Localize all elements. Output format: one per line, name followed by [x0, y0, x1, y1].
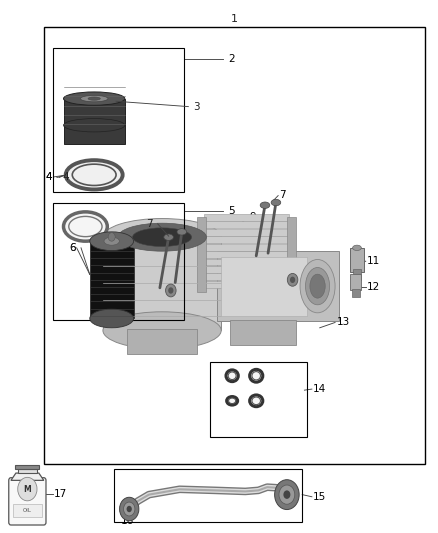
Bar — [18, 469, 37, 473]
Ellipse shape — [260, 202, 270, 208]
Circle shape — [120, 497, 139, 521]
Ellipse shape — [90, 309, 134, 328]
Circle shape — [108, 232, 115, 241]
Text: 4: 4 — [62, 173, 69, 182]
Bar — [204, 259, 289, 265]
Circle shape — [287, 273, 298, 286]
Text: 3: 3 — [194, 102, 200, 111]
Bar — [230, 319, 296, 345]
Bar — [114, 469, 302, 522]
Circle shape — [124, 502, 135, 516]
Ellipse shape — [300, 260, 335, 313]
Bar — [13, 504, 42, 517]
Bar — [103, 237, 221, 330]
Ellipse shape — [250, 395, 263, 407]
Polygon shape — [11, 473, 44, 480]
Ellipse shape — [66, 160, 123, 189]
Text: OIL: OIL — [23, 508, 32, 513]
Ellipse shape — [132, 228, 192, 247]
Bar — [350, 274, 361, 290]
Bar — [44, 27, 425, 464]
Text: 2: 2 — [228, 54, 234, 63]
Ellipse shape — [164, 234, 173, 240]
Ellipse shape — [81, 95, 108, 102]
Text: 11: 11 — [367, 256, 380, 266]
Ellipse shape — [64, 118, 125, 132]
Bar — [53, 203, 184, 320]
Ellipse shape — [177, 229, 187, 235]
Ellipse shape — [90, 232, 134, 251]
Text: 7: 7 — [279, 190, 286, 199]
Circle shape — [18, 478, 37, 501]
Ellipse shape — [305, 268, 330, 305]
Text: 14: 14 — [313, 384, 326, 394]
Bar — [204, 273, 289, 280]
Text: 7: 7 — [146, 219, 152, 229]
Bar — [350, 248, 364, 272]
Circle shape — [166, 284, 176, 297]
Text: 4: 4 — [45, 172, 52, 182]
Bar — [221, 256, 307, 316]
Bar — [204, 244, 289, 251]
Bar — [197, 217, 206, 292]
Text: 6: 6 — [69, 243, 76, 253]
Bar — [210, 362, 307, 437]
Bar — [287, 217, 296, 292]
Ellipse shape — [104, 237, 119, 245]
Ellipse shape — [271, 199, 281, 206]
Ellipse shape — [226, 370, 238, 382]
Bar — [53, 48, 184, 192]
Ellipse shape — [310, 274, 325, 298]
Bar — [90, 241, 134, 319]
Text: 12: 12 — [367, 282, 380, 292]
Circle shape — [275, 480, 299, 510]
Ellipse shape — [227, 397, 237, 405]
Bar — [204, 236, 289, 243]
Circle shape — [127, 506, 132, 512]
Bar — [353, 269, 361, 280]
Text: 9: 9 — [250, 213, 256, 222]
Bar — [217, 251, 339, 321]
Circle shape — [283, 490, 290, 499]
Text: 6: 6 — [69, 243, 76, 253]
Text: M: M — [24, 484, 31, 494]
Circle shape — [168, 287, 173, 294]
Ellipse shape — [64, 92, 125, 106]
Bar — [204, 229, 289, 236]
Bar — [127, 329, 197, 354]
Text: 15: 15 — [313, 492, 326, 502]
Circle shape — [279, 485, 295, 504]
Text: 16: 16 — [120, 516, 134, 526]
Text: 10: 10 — [304, 270, 318, 280]
Text: 7: 7 — [146, 219, 152, 229]
Ellipse shape — [88, 97, 100, 100]
Text: 8: 8 — [191, 240, 197, 250]
Ellipse shape — [103, 219, 221, 256]
FancyBboxPatch shape — [9, 478, 46, 525]
Text: 4: 4 — [45, 173, 52, 182]
Bar — [204, 221, 289, 228]
Circle shape — [290, 277, 295, 283]
Text: 1: 1 — [231, 14, 238, 23]
Bar — [15, 465, 39, 469]
Bar — [64, 99, 125, 144]
Ellipse shape — [250, 369, 263, 382]
Ellipse shape — [353, 245, 361, 251]
Ellipse shape — [103, 312, 221, 349]
Bar — [352, 289, 360, 297]
Bar — [204, 281, 289, 288]
Bar — [204, 266, 289, 273]
Ellipse shape — [64, 212, 107, 241]
Bar — [204, 251, 289, 258]
Text: 10: 10 — [147, 293, 160, 302]
Text: 17: 17 — [53, 489, 67, 499]
Bar — [204, 214, 289, 221]
Text: 5: 5 — [228, 206, 234, 215]
Ellipse shape — [118, 223, 206, 251]
Text: 13: 13 — [337, 318, 350, 327]
